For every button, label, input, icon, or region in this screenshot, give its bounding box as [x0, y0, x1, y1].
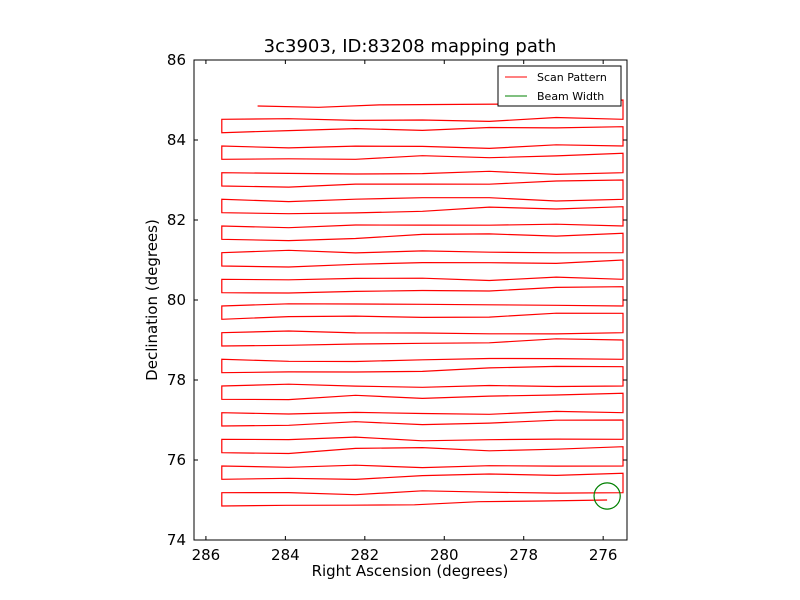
x-tick-label: 284	[271, 546, 300, 564]
x-tick-label: 278	[509, 546, 538, 564]
y-tick-label: 76	[167, 451, 186, 469]
x-tick-label: 276	[589, 546, 618, 564]
chart-title: 3c3903, ID:83208 mapping path	[264, 36, 557, 57]
x-tick-label: 282	[350, 546, 379, 564]
x-tick-label: 280	[430, 546, 459, 564]
legend: Scan Pattern Beam Width	[497, 65, 622, 107]
y-tick-label: 82	[167, 211, 186, 229]
scan-pattern-line	[221, 99, 624, 507]
legend-scan-label: Scan Pattern	[537, 71, 607, 84]
y-tick-label: 80	[167, 291, 186, 309]
y-tick-label: 86	[167, 51, 186, 69]
y-tick-label: 84	[167, 131, 186, 149]
y-tick-label: 78	[167, 371, 186, 389]
x-axis-label: Right Ascension (degrees)	[312, 562, 509, 580]
y-tick-label: 74	[167, 531, 186, 549]
y-axis-label: Declination (degrees)	[143, 219, 161, 381]
beam-width-circle	[593, 482, 621, 510]
legend-box	[497, 65, 622, 107]
legend-beam-label: Beam Width	[537, 90, 604, 103]
x-tick-label: 286	[192, 546, 221, 564]
